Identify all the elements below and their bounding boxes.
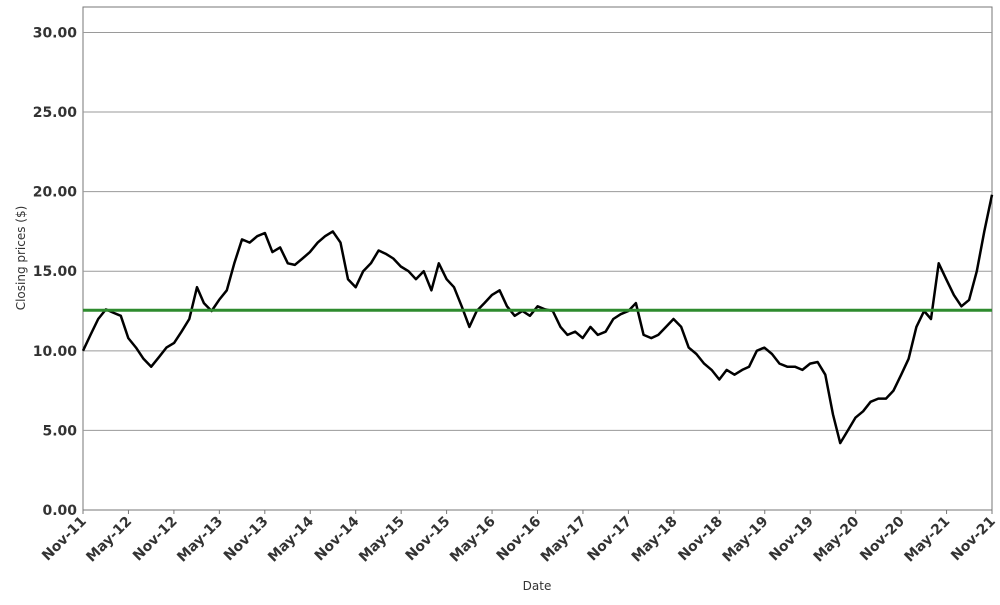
y-tick-label: 15.00 [33,264,78,280]
x-tick-label: Nov-18 [675,514,726,565]
x-tick-label: May-16 [447,514,499,566]
x-tick-label: Nov-13 [221,514,272,565]
x-tick-label: Nov-14 [312,513,363,564]
x-tick-label: Nov-19 [766,514,817,565]
x-axis-label: Date [523,579,552,593]
y-tick-label: 5.00 [42,423,77,439]
x-tick-label: May-13 [174,514,226,566]
series-lines [81,194,994,445]
x-tick-label: May-21 [901,514,953,566]
x-tick-label: Nov-20 [857,513,908,564]
x-tick-label: May-12 [83,514,135,566]
x-tick-label: May-19 [720,514,772,566]
y-tick-label: 20.00 [33,185,78,201]
plot-frame [82,6,993,511]
y-axis-label: Closing prices ($) [14,206,28,311]
x-tick-label: May-20 [811,513,863,565]
x-tick-label: May-15 [356,514,408,566]
x-tick-label: Nov-17 [584,514,635,565]
x-tick-label: Nov-11 [39,514,90,565]
x-tick-labels: Nov-11May-12Nov-12May-13Nov-13May-14Nov-… [39,510,999,565]
grid-lines [83,31,992,431]
x-tick-label: Nov-21 [948,514,999,565]
x-tick-label: Nov-15 [403,514,454,565]
y-tick-label: 25.00 [33,105,78,121]
y-tick-label: 0.00 [42,503,77,519]
x-tick-label: May-14 [265,513,317,565]
x-tick-label: Nov-12 [130,514,181,565]
x-tick-label: May-17 [538,514,590,566]
y-tick-labels: 0.00 5.00 10.00 15.00 20.00 25.00 30.00 [33,25,78,519]
y-tick-label: 30.00 [33,25,78,41]
x-tick-label: May-18 [629,514,681,566]
x-tick-label: Nov-16 [494,514,545,565]
closing-price-line [81,194,994,445]
y-tick-label: 10.00 [33,344,78,360]
